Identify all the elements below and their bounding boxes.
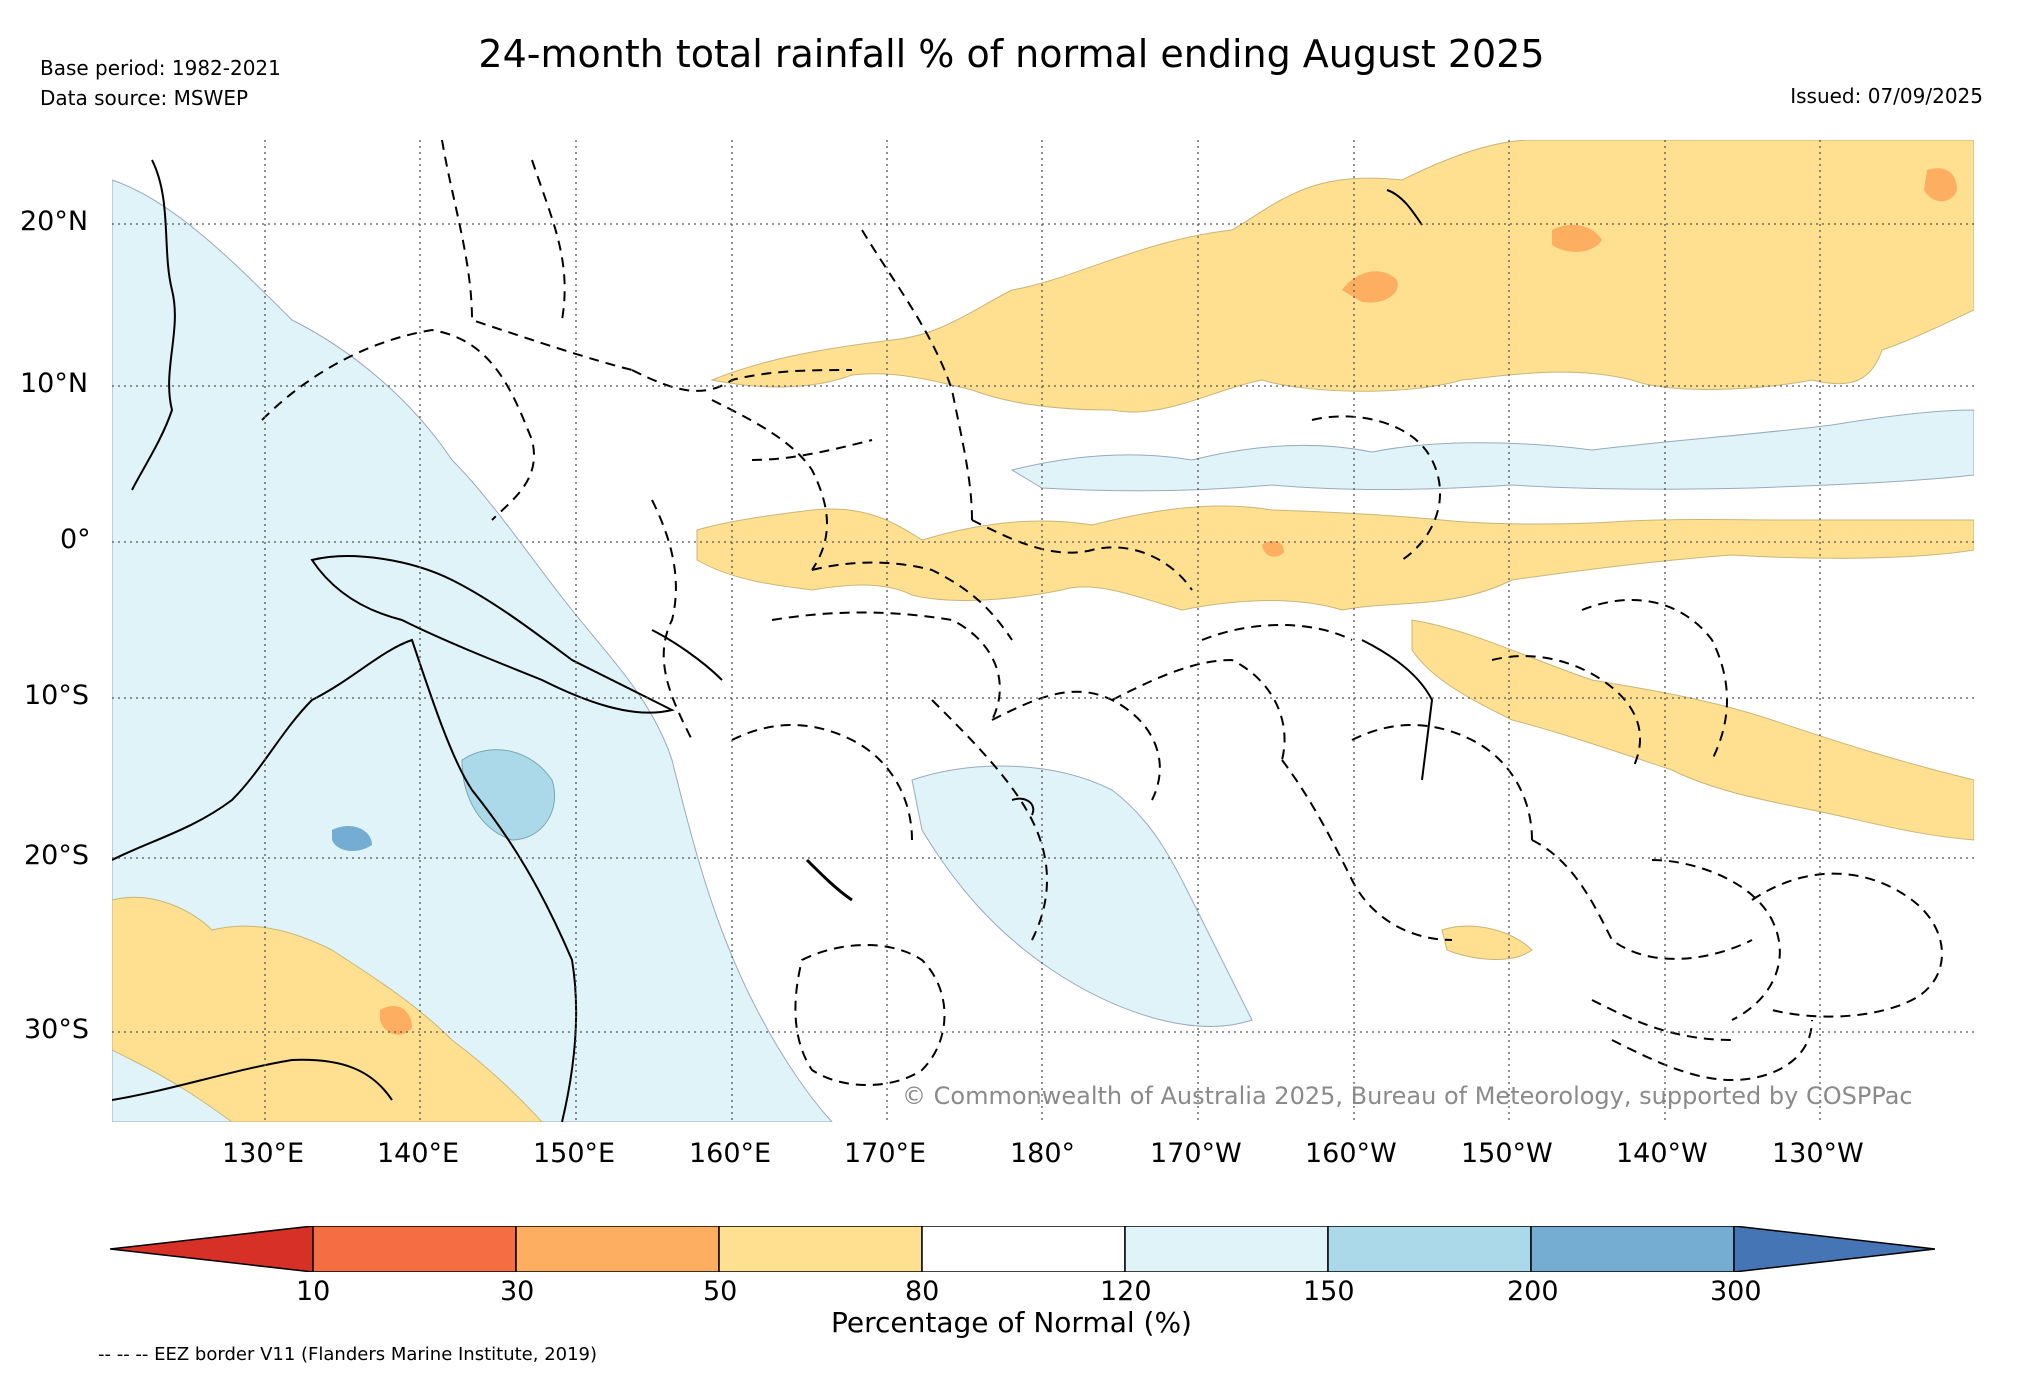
dry-region-southeast [1411,619,1974,841]
dry-region-equatorial [696,505,1974,611]
colorbar-segment-150-200 [1327,1226,1532,1272]
coastline-hawaii [1386,189,1423,226]
wet-core-small [332,825,372,852]
lon-label-150e: 150°E [533,1138,616,1169]
lon-label-170w: 170°W [1150,1138,1242,1169]
colorbar-segment-10-30 [312,1226,517,1272]
dry-core-north-3 [1924,168,1957,202]
wet-region-southcentral [911,765,1253,1027]
coastline-fiji [1011,797,1035,816]
colorbar-tick-300: 300 [1710,1276,1762,1307]
issued-date: Issued: 07/09/2025 [1790,84,1983,108]
colorbar-segment-gt300 [1733,1226,1935,1272]
colorbar-tick-10: 10 [296,1276,331,1307]
dry-core-equatorial [1262,540,1284,557]
colorbar-segment-lt10 [110,1226,314,1272]
lon-label-130e: 130°E [222,1138,305,1169]
lon-label-170e: 170°E [844,1138,927,1169]
dry-region-australia [112,896,543,1122]
copyright-notice: © Commonwealth of Australia 2025, Bureau… [902,1082,1913,1110]
colorbar-tick-30: 30 [500,1276,535,1307]
lat-label-10s: 10°S [24,680,89,711]
wet-core-queensland [461,749,556,841]
coastline-philippines [131,159,176,491]
lon-label-150w: 150°W [1461,1138,1553,1169]
lon-label-130w: 130°W [1772,1138,1864,1169]
coastline-australia [112,638,578,1122]
colorbar-segment-50-80 [718,1226,923,1272]
colorbar-segment-30-50 [515,1226,720,1272]
lat-label-20s: 20°S [24,840,89,871]
lon-label-140w: 140°W [1616,1138,1708,1169]
colorbar-segment-200-300 [1530,1226,1735,1272]
lat-label-0: 0° [60,524,91,555]
date-line-boundary [1361,639,1434,781]
eez-borders [261,140,1943,1086]
colorbar-segment-80-120 [921,1226,1126,1272]
colorbar-tick-50: 50 [703,1276,738,1307]
graticule [112,140,1974,1122]
rainfall-map [112,140,1974,1122]
colorbar [110,1226,1935,1272]
lon-label-140e: 140°E [377,1138,460,1169]
coastline-new-guinea [310,555,675,714]
wet-band-north [1010,409,1974,492]
coastline-new-caledonia [805,858,853,902]
dry-core-north-2 [1552,224,1602,252]
lat-label-10n: 10°N [20,368,89,399]
chart-title: 24-month total rainfall % of normal endi… [478,32,1545,76]
lon-label-180: 180° [1010,1138,1076,1169]
colorbar-tick-120: 120 [1100,1276,1152,1307]
dry-region-north [710,140,1974,413]
dry-core-north [1342,271,1398,303]
colorbar-segment-120-150 [1124,1226,1329,1272]
lat-label-20n: 20°N [20,206,89,237]
base-period: Base period: 1982-2021 [40,56,281,80]
coastline-solomon-islands [651,629,723,681]
lon-label-160e: 160°E [689,1138,772,1169]
colorbar-tick-150: 150 [1303,1276,1355,1307]
coastline-south-australia [112,1058,393,1101]
colorbar-tick-200: 200 [1507,1276,1559,1307]
colorbar-tick-80: 80 [905,1276,940,1307]
data-source: Data source: MSWEP [40,86,249,110]
eez-legend-note: -- -- -- EEZ border V11 (Flanders Marine… [98,1344,598,1365]
dry-core-australia [380,1006,412,1035]
lon-label-160w: 160°W [1305,1138,1397,1169]
lat-label-30s: 30°S [24,1014,89,1045]
colorbar-caption: Percentage of Normal (%) [831,1306,1192,1339]
